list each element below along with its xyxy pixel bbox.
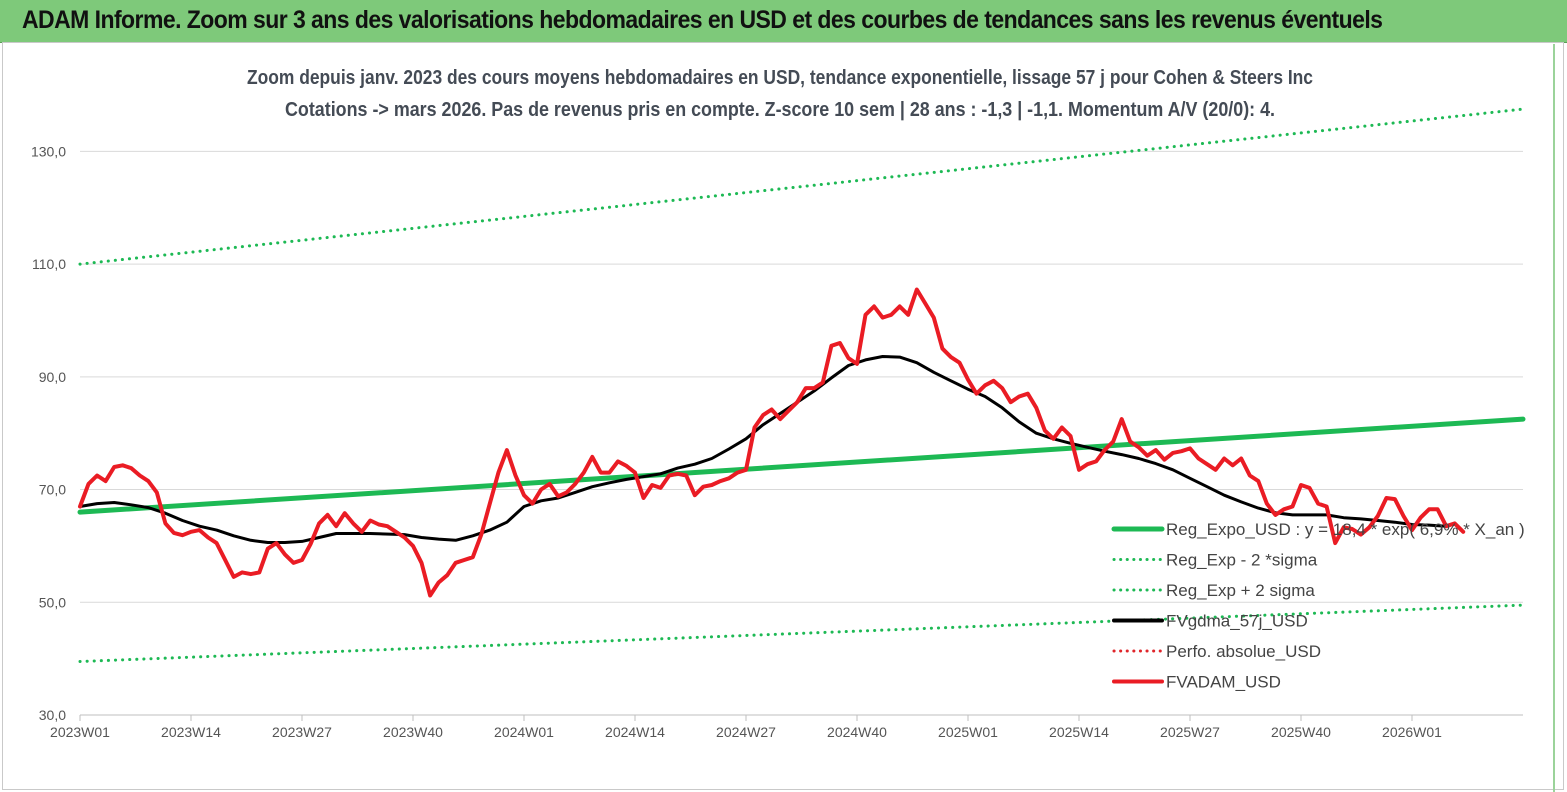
series-line-1 — [78, 603, 1525, 663]
y-tick-label: 130,0 — [31, 143, 66, 159]
frame-accent — [1553, 44, 1555, 792]
x-tick-label: 2025W40 — [1271, 724, 1331, 740]
legend-label: Perfo. absolue_USD — [1166, 642, 1321, 661]
page-title: ADAM Informe. Zoom sur 3 ans des valoris… — [22, 6, 1383, 34]
x-tick-label: 2025W14 — [1049, 724, 1109, 740]
axes: 30,0 50,0 70,0 90,0 110,0 130,0 2023W01 2023W14… — [31, 143, 1523, 740]
x-tick-label: 2024W27 — [716, 724, 776, 740]
x-tick-label: 2023W27 — [272, 724, 332, 740]
chart-frame — [2, 42, 1564, 790]
series-line-3 — [78, 355, 1448, 544]
legend: Reg_Expo_USD : y = 18,4 * exp( 6,9% * X_… — [1111, 520, 1525, 692]
chart-subtitle-line1: Zoom depuis janv. 2023 des cours moyens … — [247, 67, 1313, 89]
x-tick-label: 2024W14 — [605, 724, 665, 740]
series-line-2 — [78, 107, 1525, 266]
legend-label: FVgdma_57j_USD — [1166, 612, 1308, 631]
series-line-0 — [77, 416, 1526, 515]
legend-label: Reg_Exp + 2 sigma — [1166, 581, 1315, 600]
y-tick-label: 70,0 — [39, 482, 66, 498]
chart-subtitle-line2: Cotations -> mars 2026. Pas de revenus p… — [285, 99, 1275, 121]
x-tick-label: 2023W01 — [50, 724, 110, 740]
x-tick-label: 2026W01 — [1382, 724, 1442, 740]
header-banner: ADAM Informe. Zoom sur 3 ans des valoris… — [0, 0, 1567, 43]
y-tick-label: 90,0 — [39, 369, 66, 385]
legend-label: Reg_Exp - 2 *sigma — [1166, 551, 1318, 570]
series-line-5 — [78, 287, 1466, 598]
legend-label: Reg_Expo_USD : y = 18,4 * exp( 6,9% * X_… — [1166, 520, 1525, 539]
x-tick-label: 2025W27 — [1160, 724, 1220, 740]
y-tick-label: 30,0 — [39, 707, 66, 723]
series-group — [77, 107, 1526, 663]
x-tick-label: 2024W40 — [827, 724, 887, 740]
x-tick-label: 2024W01 — [494, 724, 554, 740]
legend-label: FVADAM_USD — [1166, 673, 1281, 692]
x-tick-label: 2025W01 — [938, 724, 998, 740]
x-tick-label: 2023W14 — [161, 724, 221, 740]
y-tick-label: 50,0 — [39, 594, 66, 610]
x-tick-label: 2023W40 — [383, 724, 443, 740]
y-tick-label: 110,0 — [32, 256, 66, 272]
